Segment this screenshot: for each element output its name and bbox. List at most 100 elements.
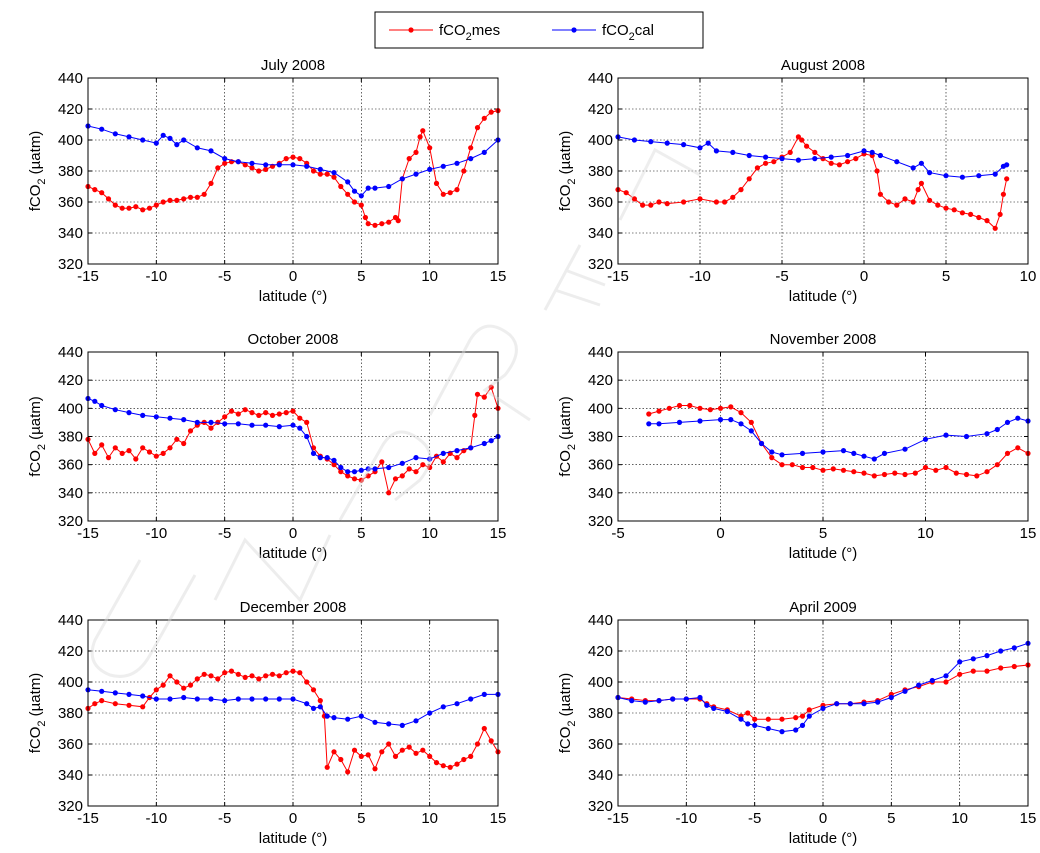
data-point	[317, 455, 323, 461]
data-point	[984, 653, 990, 659]
data-point	[871, 473, 877, 479]
data-point	[728, 417, 734, 423]
data-point	[99, 402, 105, 409]
data-point	[174, 142, 180, 148]
data-point	[112, 445, 118, 451]
data-point	[799, 722, 806, 729]
data-point	[795, 157, 802, 163]
data-point	[440, 163, 446, 169]
data-point	[787, 149, 793, 155]
data-point	[249, 410, 255, 416]
data-point	[472, 412, 478, 418]
data-point	[481, 394, 487, 400]
data-point	[953, 470, 959, 476]
data-point	[640, 202, 646, 208]
data-point	[222, 414, 228, 420]
data-point	[160, 450, 166, 456]
y-tick-label: 440	[588, 344, 613, 361]
data-point	[140, 137, 146, 143]
data-point	[167, 445, 173, 451]
data-point	[194, 696, 200, 702]
data-point	[474, 125, 481, 131]
data-point	[276, 673, 282, 679]
data-point	[861, 470, 867, 476]
data-point	[738, 716, 744, 722]
data-point	[871, 456, 877, 462]
series-line	[617, 664, 1029, 720]
data-point	[752, 716, 758, 722]
data-point	[918, 160, 925, 166]
data-point	[869, 149, 875, 155]
data-point	[413, 469, 419, 475]
data-point	[304, 419, 310, 425]
data-point	[902, 471, 908, 478]
data-point	[738, 421, 744, 427]
data-point	[875, 699, 881, 705]
data-point	[351, 469, 358, 475]
data-point	[92, 450, 98, 456]
data-point	[181, 196, 187, 202]
y-tick-label: 320	[588, 798, 613, 815]
data-point	[297, 670, 303, 676]
data-point	[666, 405, 672, 411]
data-point	[331, 170, 337, 176]
data-point	[820, 156, 826, 162]
x-tick-label: 15	[490, 268, 507, 285]
data-point	[711, 705, 717, 712]
data-point	[345, 191, 351, 197]
data-point	[984, 668, 990, 674]
y-tick-label: 400	[58, 400, 83, 417]
data-point	[160, 199, 166, 205]
y-tick-label: 380	[58, 163, 83, 180]
data-point	[847, 701, 853, 707]
data-point	[943, 464, 949, 471]
data-point	[840, 448, 847, 454]
data-point	[722, 199, 728, 205]
data-point	[153, 687, 159, 693]
data-point	[752, 722, 758, 729]
data-point	[748, 428, 754, 434]
data-point	[372, 766, 378, 772]
data-point	[799, 464, 806, 471]
data-point	[310, 705, 317, 712]
data-point	[836, 162, 843, 168]
data-point	[488, 384, 494, 390]
data-point	[779, 452, 785, 458]
x-tick-label: 0	[716, 525, 724, 542]
data-point	[440, 704, 446, 710]
series-fCO2cal	[615, 640, 1031, 735]
data-point	[201, 671, 207, 677]
data-point	[194, 676, 200, 682]
data-point	[372, 466, 378, 472]
data-point	[481, 440, 487, 447]
data-point	[474, 741, 481, 747]
data-point	[892, 470, 898, 476]
data-point	[420, 462, 426, 468]
data-point	[167, 135, 173, 141]
data-point	[99, 190, 105, 196]
subplot-title: April 2009	[789, 599, 857, 616]
data-point	[153, 140, 159, 146]
y-axis-label: fCO2 (µatm)	[27, 673, 48, 754]
y-tick-label: 360	[588, 457, 613, 474]
data-point	[812, 149, 818, 155]
data-point	[664, 201, 670, 207]
data-point	[249, 165, 255, 171]
y-tick-label: 360	[588, 736, 613, 753]
data-point	[201, 191, 207, 197]
data-point	[126, 702, 132, 708]
y-tick-label: 340	[58, 767, 83, 784]
data-point	[297, 156, 303, 162]
data-point	[427, 145, 433, 151]
data-point	[276, 696, 282, 702]
data-point	[242, 162, 248, 168]
data-point	[235, 411, 241, 417]
y-tick-label: 340	[58, 485, 83, 502]
y-tick-label: 420	[58, 101, 83, 118]
data-point	[754, 165, 761, 171]
data-point	[126, 410, 132, 416]
data-point	[912, 470, 918, 476]
data-point	[646, 411, 652, 417]
data-point	[208, 419, 214, 425]
data-point	[779, 462, 785, 468]
